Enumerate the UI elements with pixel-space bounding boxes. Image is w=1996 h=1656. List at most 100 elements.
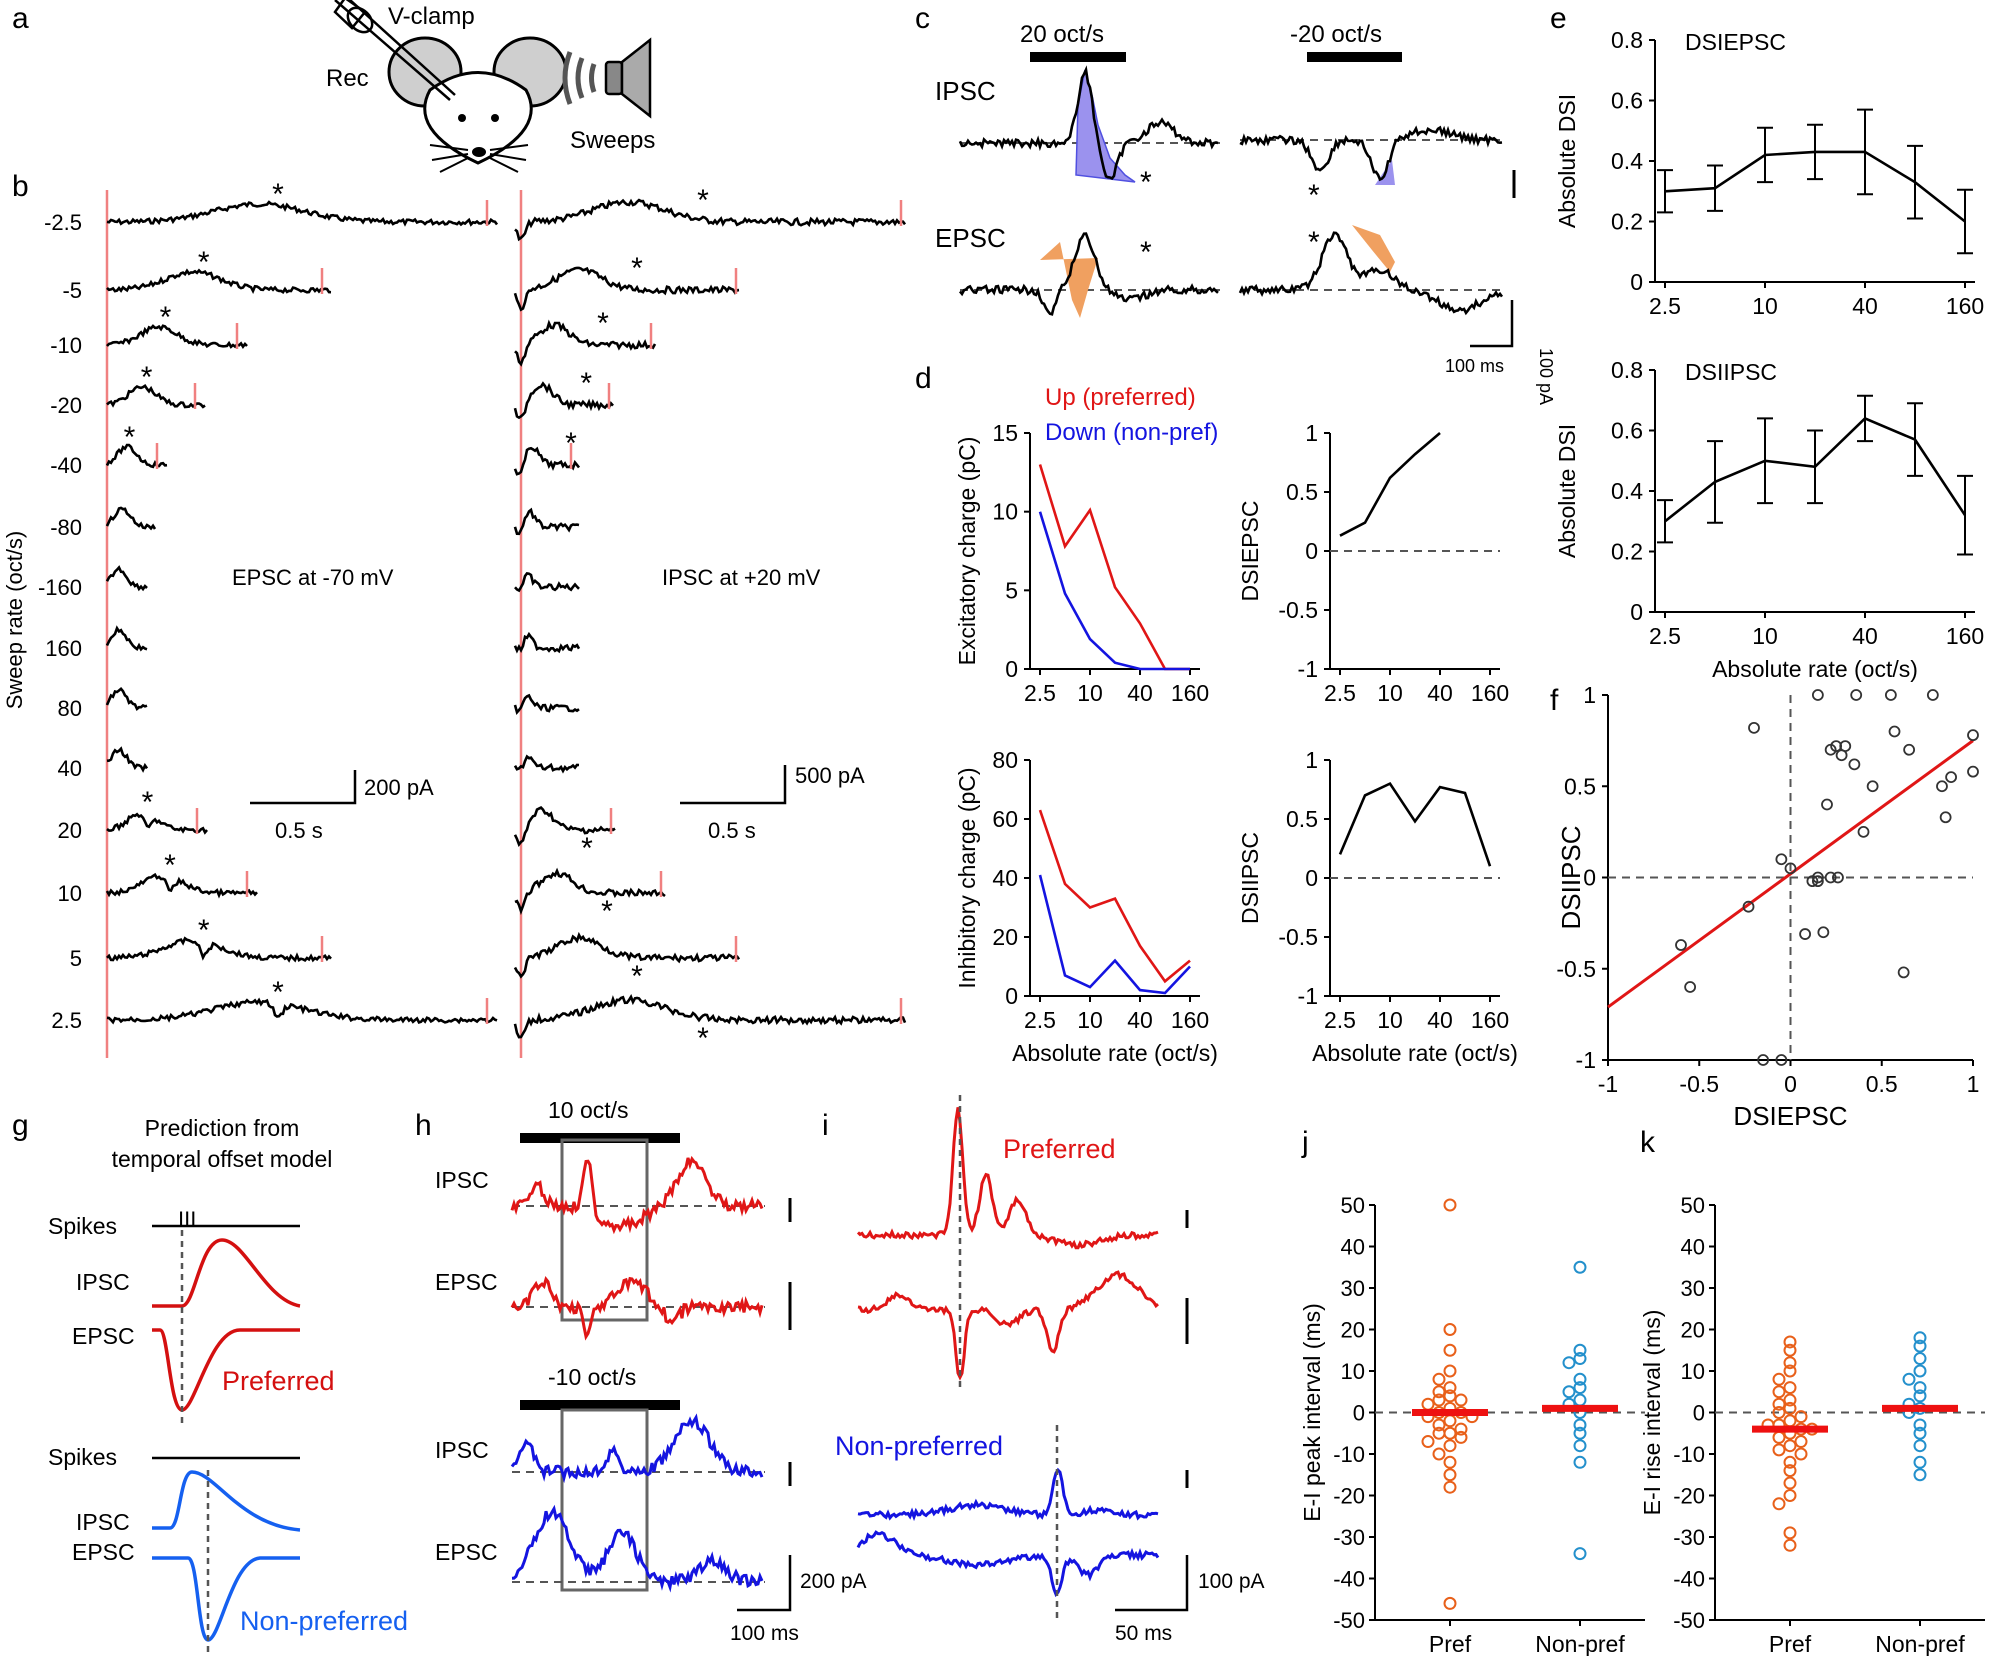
y-axis-label: E-I peak interval (ms) bbox=[1299, 1303, 1325, 1522]
ipsc-trace-up bbox=[958, 65, 1219, 180]
x-tick-label: 40 bbox=[1852, 623, 1878, 649]
chart-ei-rise-interval: -50 -40 -30 -20 -10 0 10 20 30 40 50 Pref Non-pref E-… bbox=[1639, 1193, 1985, 1656]
epsc-scale-bar-c bbox=[1470, 300, 1514, 348]
x-tick-label: 160 bbox=[1471, 1007, 1509, 1033]
epsc-peak-star-4: * bbox=[124, 421, 136, 454]
h-scale-bar-main bbox=[737, 1555, 792, 1612]
data-point-1-3 bbox=[1913, 1364, 1927, 1378]
y-tick-label: 80 bbox=[992, 747, 1018, 773]
data-point-0-17 bbox=[1794, 1435, 1808, 1449]
y-axis-label: Inhibitory charge (pC) bbox=[954, 767, 980, 988]
g-spikes-nonpref-label: Spikes bbox=[48, 1444, 117, 1470]
ipsc-trace-down bbox=[1239, 125, 1503, 182]
data-point-1-2 bbox=[1913, 1352, 1927, 1366]
i-preferred-label: Preferred bbox=[1003, 1134, 1116, 1164]
epsc-peak-star-11: * bbox=[164, 849, 176, 882]
mouse-whiskers bbox=[429, 144, 529, 173]
data-point-1-1 bbox=[1913, 1339, 1927, 1353]
g-nonpreferred-label: Non-preferred bbox=[240, 1606, 408, 1636]
y-tick-label: -0.5 bbox=[1556, 956, 1596, 982]
mouse-eye-right bbox=[491, 114, 499, 122]
series-line-1 bbox=[1038, 511, 1190, 671]
x-tick-label: 160 bbox=[1171, 1007, 1209, 1033]
epsc-peak-star-10: * bbox=[142, 786, 154, 819]
panel-b-y-axis-label: Sweep rate (oct/s) bbox=[2, 531, 27, 710]
y-tick-label: 0.5 bbox=[1564, 773, 1596, 799]
ipsc-peak-star-12: * bbox=[631, 960, 643, 993]
ipsc-peak-star-13: * bbox=[697, 1022, 709, 1055]
data-point-0-4 bbox=[1432, 1372, 1446, 1386]
data-point-0-24 bbox=[1783, 1489, 1797, 1502]
x-tick-label: 10 bbox=[1752, 623, 1778, 649]
g-ipsc-nonpref-curve bbox=[152, 1470, 301, 1532]
ipsc-trace-5 bbox=[513, 507, 580, 536]
h-scale-time: 100 ms bbox=[730, 1622, 799, 1645]
series-line-0 bbox=[1038, 809, 1191, 984]
data-point-0-19 bbox=[1772, 1443, 1786, 1457]
data-point-1-5 bbox=[1573, 1381, 1587, 1395]
x-tick-label: 160 bbox=[1946, 293, 1984, 319]
panel-letter-c: c bbox=[915, 2, 930, 35]
data-point-0-7 bbox=[1783, 1393, 1797, 1407]
epsc-charge-area-down bbox=[1352, 225, 1395, 272]
y-tick-label: -0.5 bbox=[1278, 924, 1318, 950]
x-tick-label: 10 bbox=[1377, 680, 1403, 706]
y-tick-label: 50 bbox=[1341, 1193, 1365, 1218]
ipsc-trace-0 bbox=[514, 198, 907, 242]
c-scale-amp: 100 pA bbox=[1536, 348, 1556, 405]
g-spike-ticks: III bbox=[178, 1207, 196, 1232]
panel-letter-f: f bbox=[1550, 684, 1559, 717]
data-point-0-17 bbox=[1432, 1418, 1446, 1432]
data-point-0-5 bbox=[1783, 1381, 1797, 1395]
i-scale-amp: 100 pA bbox=[1198, 1570, 1265, 1593]
y-tick-label: -20 bbox=[1673, 1484, 1705, 1509]
scatter-point-29 bbox=[1945, 771, 1957, 784]
data-point-1-4 bbox=[1573, 1372, 1587, 1386]
y-tick-label: 1 bbox=[1583, 682, 1596, 708]
y-tick-label: 0 bbox=[1005, 656, 1018, 682]
ipsc-scale-bar bbox=[680, 765, 787, 805]
rate-up-label: 20 oct/s bbox=[1020, 21, 1104, 48]
panel-letter-e: e bbox=[1550, 2, 1567, 35]
y-tick-label: -30 bbox=[1333, 1525, 1365, 1550]
y-tick-label: -10 bbox=[1673, 1442, 1705, 1467]
ipsc-peak-star-down: * bbox=[1308, 179, 1320, 212]
rate-label-1: -5 bbox=[62, 278, 82, 303]
data-point-1-10 bbox=[1573, 1418, 1587, 1432]
g-preferred-label: Preferred bbox=[222, 1366, 335, 1396]
mouse-head bbox=[423, 71, 533, 165]
y-tick-label: 0.2 bbox=[1611, 209, 1643, 235]
scatter-point-1 bbox=[1684, 981, 1697, 993]
x-tick-label: 10 bbox=[1377, 1007, 1403, 1033]
series-line-1 bbox=[1038, 874, 1191, 995]
h-scale-amp: 200 pA bbox=[800, 1570, 867, 1593]
h-ipsc-pref-trace bbox=[510, 1155, 764, 1235]
data-point-0-22 bbox=[1421, 1435, 1435, 1449]
y-tick-label: 1 bbox=[1305, 420, 1318, 446]
i-ipsc-nonpref-trace bbox=[857, 1467, 1159, 1522]
ipsc-trace-6 bbox=[514, 571, 580, 593]
h-epsc-down-label: EPSC bbox=[435, 1539, 498, 1565]
x-tick-label: 10 bbox=[1077, 680, 1103, 706]
y-tick-label: 0.4 bbox=[1611, 478, 1643, 504]
y-tick-label: -40 bbox=[1673, 1567, 1705, 1592]
data-point-0-25 bbox=[1772, 1497, 1786, 1511]
y-tick-label: -1 bbox=[1298, 656, 1318, 682]
scatter-point-23 bbox=[1888, 725, 1901, 738]
ipsc-charge-area-up bbox=[1075, 69, 1136, 183]
error-bar bbox=[1757, 126, 1773, 184]
panel-c: 20 oct/s -20 oct/s IPSC EPSC * * * * 100… bbox=[935, 21, 1556, 405]
rate-label-12: 5 bbox=[70, 946, 82, 971]
mouse-nose bbox=[472, 147, 486, 157]
chart-dsi-ipsc: -1 -0.5 0 0.5 1 2.5 10 40 160 DSIIPSC Absolute rat… bbox=[1237, 747, 1518, 1066]
data-point-0-9 bbox=[1783, 1401, 1797, 1415]
data-point-1-6 bbox=[1562, 1385, 1576, 1399]
x-tick-label: 0.5 bbox=[1866, 1071, 1898, 1097]
scatter-point-32 bbox=[1811, 875, 1824, 888]
y-axis-label: E-I rise interval (ms) bbox=[1639, 1310, 1665, 1516]
h-rate-up-label: 10 oct/s bbox=[548, 1097, 629, 1123]
error-bar bbox=[1807, 429, 1823, 505]
y-tick-label: 0 bbox=[1583, 865, 1596, 891]
panel-c-traces bbox=[958, 65, 1504, 316]
scatter-point-27 bbox=[1936, 780, 1948, 793]
